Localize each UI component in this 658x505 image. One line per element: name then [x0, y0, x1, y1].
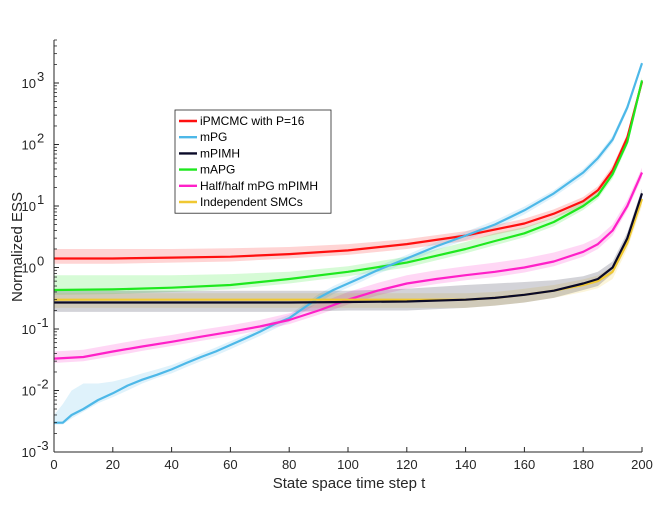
y-tick-label: 10: [22, 383, 36, 398]
x-tick-label: 200: [631, 457, 653, 472]
legend-label-mpg: mPG: [200, 130, 227, 144]
line-mpimh: [54, 193, 644, 304]
y-axis-title: Normalized ESS: [9, 192, 26, 302]
series-lines: [53, 62, 644, 424]
y-tick-label: 10: [22, 445, 36, 460]
x-tick-label: 40: [164, 457, 178, 472]
legend-label-half-half-mpg-mpimh: Half/half mPG mPIMH: [200, 179, 318, 193]
y-tick-exponent: 0: [37, 253, 44, 268]
legend: iPMCMC with P=16 mPG mPIMH mAPG Half/half mP…: [174, 109, 332, 214]
y-tick-label: 10: [22, 260, 36, 275]
band-mpg: [54, 60, 642, 425]
line-half-half-mpg-mpimh: [53, 172, 644, 360]
y-tick-label: 10: [22, 199, 36, 214]
line-mapg: [53, 80, 644, 292]
legend-label-ipmcmc-with-p-16: iPMCMC with P=16: [200, 114, 305, 128]
band-independent-smcs: [54, 193, 642, 308]
y-tick-exponent: -1: [37, 315, 49, 330]
y-tick-label: 10: [22, 322, 36, 337]
legend-box: [174, 109, 332, 214]
x-tick-label: 0: [50, 457, 57, 472]
y-tick-exponent: 1: [37, 192, 44, 207]
x-tick-label: 60: [223, 457, 237, 472]
x-tick-label: 160: [514, 457, 536, 472]
legend-label-independent-smcs: Independent SMCs: [200, 195, 303, 209]
y-tick-label: 10: [22, 137, 36, 152]
legend-label-mapg: mAPG: [200, 163, 235, 177]
y-tick-exponent: -3: [37, 438, 49, 453]
line-mpg: [54, 62, 644, 424]
y-tick-exponent: 2: [37, 130, 44, 145]
x-tick-label: 140: [455, 457, 477, 472]
legend-label-mpimh: mPIMH: [200, 146, 240, 160]
y-tick-exponent: -2: [37, 376, 49, 391]
x-tick-label: 20: [106, 457, 120, 472]
x-tick-label: 180: [572, 457, 594, 472]
x-tick-label: 100: [337, 457, 359, 472]
y-tick-label: 10: [22, 76, 36, 91]
x-tick-label: 120: [396, 457, 418, 472]
y-tick-exponent: 3: [37, 69, 44, 84]
band-half-half-mpg-mpimh: [54, 167, 642, 363]
x-tick-label: 80: [282, 457, 296, 472]
x-axis-title: State space time step t: [273, 475, 426, 492]
